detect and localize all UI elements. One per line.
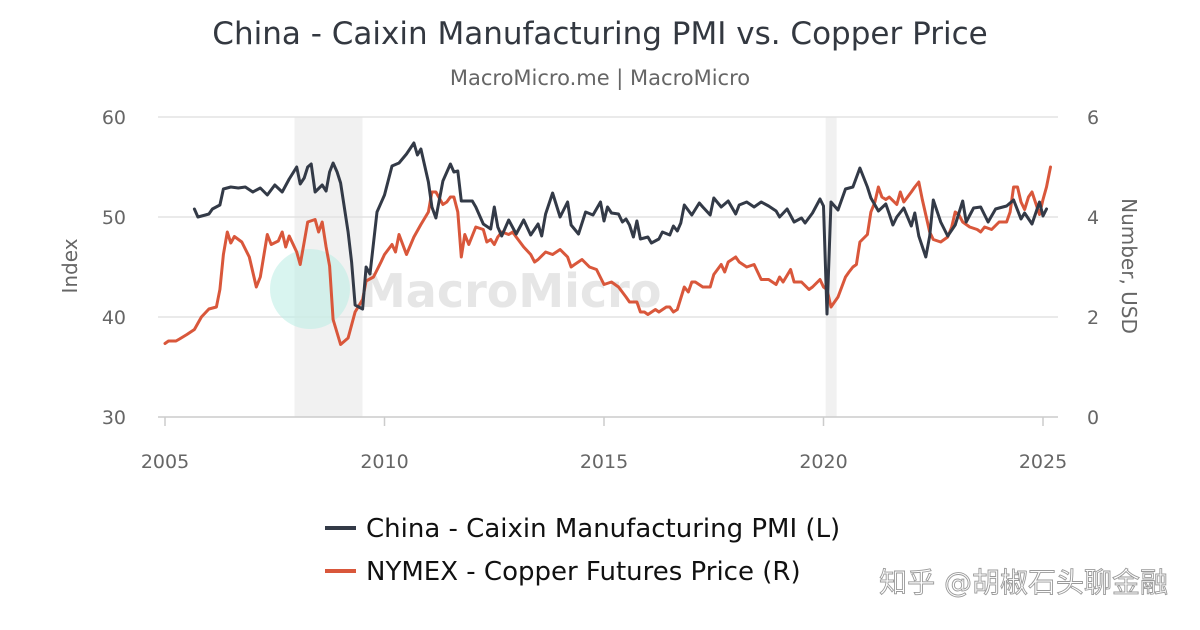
- x-tick-label: 2025: [1019, 451, 1067, 473]
- left-axis-title: Index: [58, 238, 82, 293]
- legend-item-pmi[interactable]: China - Caixin Manufacturing PMI (L): [325, 514, 840, 544]
- right-tick-label: 6: [1087, 107, 1099, 129]
- left-tick-label: 30: [102, 407, 126, 429]
- x-tick-label: 2005: [141, 451, 189, 473]
- pmi-series-line[interactable]: [192, 141, 1048, 316]
- left-tick-label: 40: [102, 307, 126, 329]
- left-tick-label: 50: [102, 207, 126, 229]
- chart-title: China - Caixin Manufacturing PMI vs. Cop…: [212, 16, 987, 52]
- watermark-text: MacroMicro: [360, 264, 661, 318]
- legend-label-copper: NYMEX - Copper Futures Price (R): [366, 557, 801, 587]
- x-tick-label: 2015: [580, 451, 628, 473]
- right-axis-ticks: 0 2 4 6: [1087, 107, 1099, 429]
- macromicro-watermark: MacroMicro: [270, 249, 661, 329]
- left-axis-ticks: 30 40 50 60: [102, 107, 126, 429]
- left-tick-label: 60: [102, 107, 126, 129]
- legend-item-copper[interactable]: NYMEX - Copper Futures Price (R): [325, 557, 801, 587]
- right-tick-label: 4: [1087, 207, 1099, 229]
- x-tick-label: 2020: [799, 451, 847, 473]
- zhihu-watermark: 知乎 @胡椒石头聊金融: [879, 566, 1168, 599]
- right-tick-label: 0: [1087, 407, 1099, 429]
- right-axis-title: Number, USD: [1117, 198, 1141, 334]
- watermark-logo-icon: [270, 249, 350, 329]
- series-lines: [163, 141, 1052, 346]
- right-tick-label: 2: [1087, 307, 1099, 329]
- chart-subtitle: MacroMicro.me | MacroMicro: [450, 66, 750, 91]
- legend-label-pmi: China - Caixin Manufacturing PMI (L): [366, 514, 840, 544]
- recession-band-1: [825, 117, 837, 417]
- x-axis: 2005 2010 2015 2020 2025: [141, 416, 1067, 473]
- copper-series-line[interactable]: [163, 165, 1052, 346]
- x-tick-label: 2010: [360, 451, 408, 473]
- legend[interactable]: China - Caixin Manufacturing PMI (L) NYM…: [325, 514, 840, 587]
